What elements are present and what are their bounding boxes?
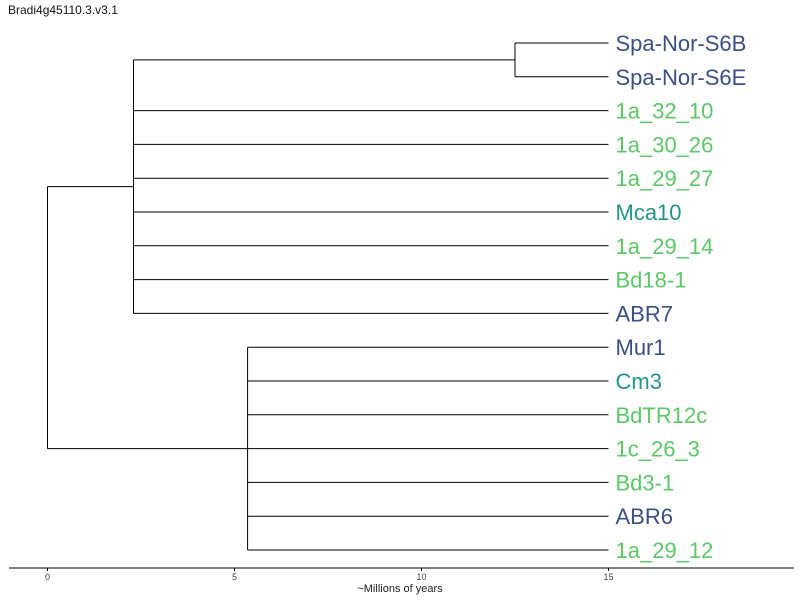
leaf-label: BdTR12c	[616, 403, 708, 428]
leaf-label: 1a_32_10	[616, 99, 714, 124]
axis-ticks: 0 5 10 15	[45, 568, 614, 582]
leaf-label: 1c_26_3	[616, 437, 700, 462]
leaf-label: ABR6	[616, 504, 673, 529]
leaf-label: Bd18-1	[616, 268, 687, 293]
axis-tick-label: 5	[232, 572, 237, 582]
leaf-label: ABR7	[616, 301, 673, 326]
leaf-label: Spa-Nor-S6B	[616, 31, 747, 56]
axis-label: ~Millions of years	[357, 583, 443, 595]
leaf-label: Spa-Nor-S6E	[616, 65, 747, 90]
tree-title: Bradi4g45110.3.v3.1	[8, 3, 118, 17]
leaf-label: Mur1	[616, 335, 666, 360]
time-axis: 0 5 10 15 ~Millions of years	[9, 567, 794, 595]
leaf-label: Bd3-1	[616, 470, 675, 495]
leaf-labels: Spa-Nor-S6B Spa-Nor-S6E 1a_32_10 1a_30_26 1a…	[616, 31, 747, 563]
tree-edges	[47, 42, 609, 551]
axis-tick-label: 10	[416, 572, 426, 582]
leaf-label: 1a_30_26	[616, 132, 714, 157]
leaf-label: Cm3	[616, 369, 662, 394]
axis-tick-label: 0	[45, 572, 50, 582]
leaf-label: Mca10	[616, 200, 682, 225]
leaf-label: 1a_29_27	[616, 166, 714, 191]
axis-tick-label: 15	[603, 572, 613, 582]
leaf-label: 1a_29_14	[616, 234, 714, 259]
leaf-label: 1a_29_12	[616, 538, 714, 563]
